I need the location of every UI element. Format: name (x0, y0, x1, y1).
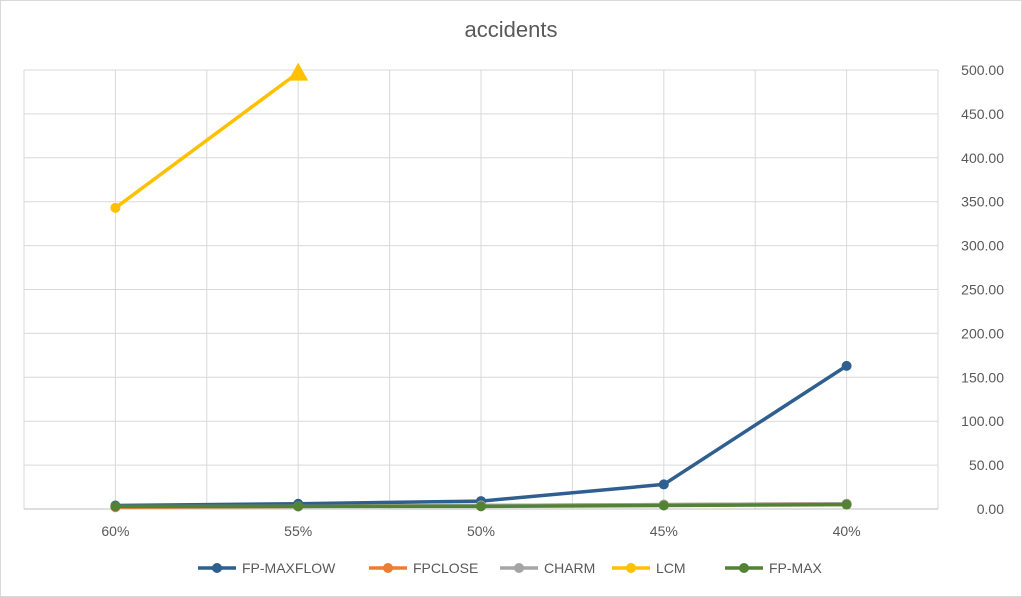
x-tick-label: 60% (101, 523, 129, 539)
legend-label: FP-MAX (769, 560, 823, 576)
legend-label: FP-MAXFLOW (242, 560, 336, 576)
series-line (113, 70, 300, 210)
y-tick-label: 150.00 (961, 369, 1004, 385)
data-point (288, 62, 309, 81)
y-tick-label: 300.00 (961, 238, 1004, 254)
data-point (110, 501, 121, 512)
y-tick-label: 50.00 (969, 457, 1004, 473)
y-tick-label: 450.00 (961, 106, 1004, 122)
series-layer (110, 62, 852, 513)
legend-label: LCM (656, 560, 686, 576)
chart-title: accidents (464, 17, 558, 42)
legend: FP-MAXFLOW FPCLOSE CHARM LCM FP-MAX (198, 560, 823, 576)
x-tick-label: 45% (650, 523, 678, 539)
y-tick-label: 350.00 (961, 194, 1004, 210)
data-point (476, 501, 486, 512)
legend-swatch-marker (383, 563, 393, 573)
x-tick-label: 50% (467, 523, 495, 539)
data-point (658, 479, 669, 490)
gridlines (23, 69, 939, 510)
y-tick-label: 500.00 (961, 62, 1004, 78)
legend-label: CHARM (544, 560, 595, 576)
data-point (110, 202, 121, 213)
y-tick-label: 250.00 (961, 282, 1004, 298)
y-axis-ticks: 0.00 50.00 100.00 150.00 200.00 250.00 300.00 3… (961, 62, 1004, 517)
data-point (841, 499, 852, 510)
data-point (293, 501, 304, 512)
data-point (841, 360, 852, 371)
x-tick-label: 55% (284, 523, 312, 539)
data-point (658, 500, 669, 511)
y-tick-label: 0.00 (977, 501, 1004, 517)
y-tick-label: 100.00 (961, 413, 1004, 429)
x-axis-ticks: 60% 55% 50% 45% 40% (101, 523, 860, 539)
x-tick-label: 40% (833, 523, 861, 539)
legend-label: FPCLOSE (413, 560, 478, 576)
legend-swatch-marker (739, 563, 749, 573)
legend-swatch-marker (514, 563, 524, 573)
legend-swatch-marker (212, 563, 222, 573)
y-tick-label: 400.00 (961, 150, 1004, 166)
legend-swatch-marker (626, 563, 636, 573)
y-tick-label: 200.00 (961, 325, 1004, 341)
